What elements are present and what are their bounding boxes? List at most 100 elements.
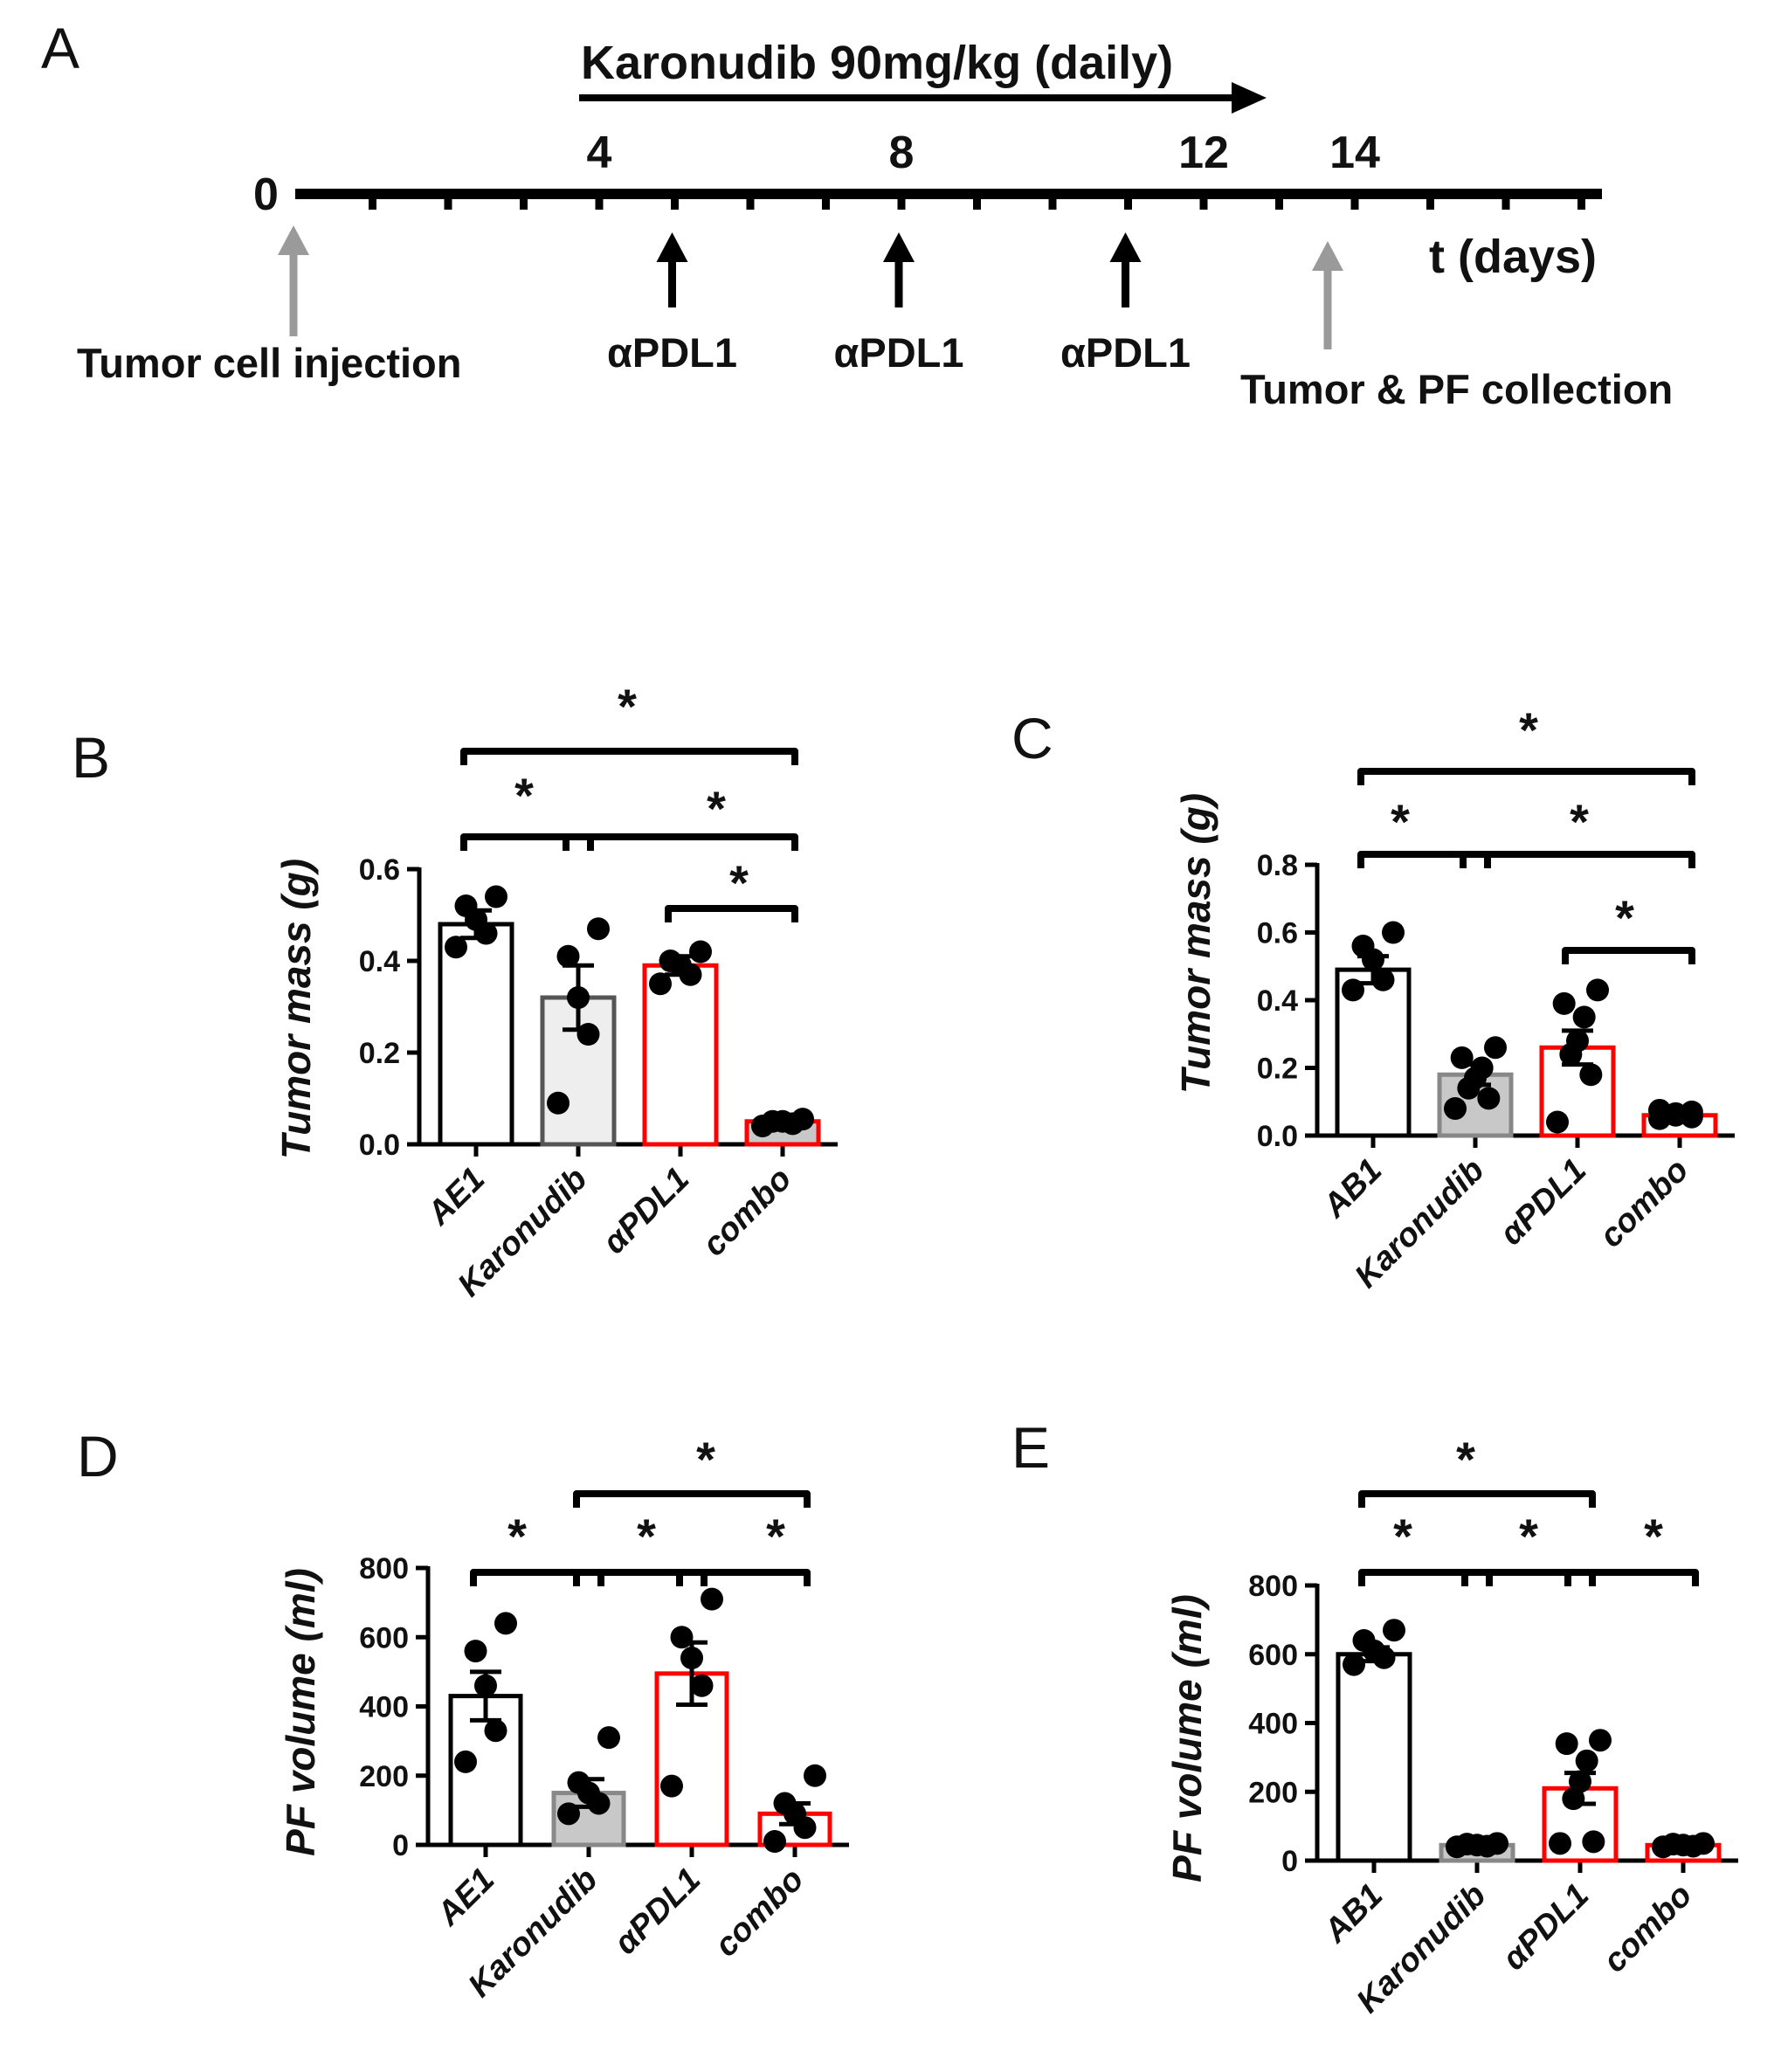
- data-point: [1342, 978, 1364, 1002]
- data-point: [1351, 935, 1375, 957]
- category-label: αPDL1: [1493, 1152, 1593, 1253]
- data-point: [1589, 1729, 1612, 1752]
- y-tick-label: 0.8: [1257, 849, 1298, 882]
- antibody-arrow-marker: αPDL1: [833, 232, 964, 376]
- data-point: [763, 1830, 786, 1854]
- data-point: [804, 1764, 826, 1787]
- panel-label-a: A: [41, 16, 79, 80]
- y-tick-label: 600: [359, 1621, 409, 1654]
- category-label: combo: [696, 1161, 799, 1264]
- timeline-axis-label: t (days): [1429, 231, 1597, 283]
- y-tick-label: 0.0: [1257, 1120, 1298, 1153]
- data-point: [1661, 1833, 1685, 1856]
- timeline-tick-label: 8: [889, 128, 915, 178]
- data-point: [1586, 978, 1609, 1002]
- data-point: [761, 1109, 784, 1133]
- significance-bracket: [460, 748, 798, 765]
- data-point: [660, 1774, 683, 1798]
- y-tick-label: 200: [359, 1760, 409, 1793]
- significance-star: *: [1615, 890, 1634, 945]
- significance-star: *: [1644, 1509, 1663, 1564]
- chart-panel-d: DPF volume (ml) 0200400600800AE1Karonudib…: [77, 1424, 849, 2005]
- y-tick-label: 0: [392, 1829, 409, 1862]
- bar: [642, 963, 719, 1147]
- data-point: [1562, 1787, 1585, 1811]
- significance-star: *: [1393, 1509, 1412, 1564]
- significance-star: *: [1570, 794, 1589, 849]
- timeline-tick-label: 12: [1178, 128, 1229, 178]
- category-label: αPDL1: [1495, 1877, 1596, 1978]
- data-point: [649, 972, 672, 996]
- significance-bracket: [1460, 851, 1695, 868]
- significance-star: *: [729, 855, 749, 910]
- data-point: [1648, 1098, 1671, 1122]
- data-point: [1382, 921, 1405, 944]
- data-point: [1582, 1830, 1605, 1854]
- significance-bracket: [563, 833, 798, 851]
- data-point: [1444, 1097, 1467, 1120]
- bar: [1336, 1652, 1412, 1863]
- collection-arrow-head: [1312, 241, 1343, 271]
- data-point: [485, 885, 507, 908]
- injection-label: Tumor cell injection: [77, 340, 461, 386]
- data-point: [1352, 1629, 1376, 1652]
- y-axis-label: Tumor mass (g): [1173, 793, 1218, 1094]
- significance-star: *: [1391, 794, 1410, 849]
- significance-star: *: [1519, 702, 1538, 757]
- significance-bracket: [1562, 947, 1695, 964]
- data-point: [587, 917, 610, 941]
- significance-star: *: [707, 781, 726, 836]
- y-tick-label: 0: [1281, 1845, 1298, 1878]
- y-axis-label: Tumor mass (g): [273, 859, 319, 1159]
- antibody-arrow-head: [656, 232, 688, 262]
- significance-star: *: [507, 1509, 527, 1564]
- category-label: αPDL1: [596, 1161, 696, 1261]
- category-label: AB1: [1315, 1152, 1389, 1226]
- data-point: [474, 1674, 497, 1697]
- data-point: [454, 1750, 477, 1773]
- antibody-arrow-marker: αPDL1: [607, 232, 737, 376]
- treatment-arrow-head: [1232, 82, 1267, 114]
- timeline-tick-labels: 4 8 12 14: [587, 128, 1380, 178]
- antibody-arrow-head: [883, 232, 915, 262]
- data-point: [576, 1023, 600, 1046]
- y-tick-label: 800: [359, 1552, 409, 1585]
- data-point: [791, 1108, 814, 1131]
- significance-star: *: [637, 1509, 656, 1564]
- antibody-arrow-marker: αPDL1: [1060, 232, 1191, 376]
- data-point: [1477, 1087, 1501, 1110]
- y-axis-label: PF volume (ml): [1164, 1594, 1210, 1882]
- antibody-label: αPDL1: [1060, 329, 1191, 376]
- injection-arrow-head: [278, 225, 309, 255]
- y-tick-label: 600: [1248, 1639, 1298, 1672]
- data-point: [1486, 1832, 1508, 1855]
- y-tick-label: 400: [1248, 1708, 1298, 1741]
- category-label: αPDL1: [607, 1861, 708, 1962]
- data-point: [689, 940, 712, 963]
- data-point: [1549, 1832, 1571, 1855]
- data-point: [670, 1626, 694, 1649]
- y-tick-label: 0.6: [1257, 917, 1298, 950]
- significance-bracket: [1564, 1569, 1699, 1586]
- significance-star: *: [514, 768, 534, 823]
- significance-bracket: [1357, 851, 1491, 868]
- timeline-tick-label: 4: [587, 128, 612, 178]
- data-point: [1455, 1833, 1479, 1856]
- collection-label: Tumor & PF collection: [1240, 366, 1673, 412]
- data-point: [690, 1674, 714, 1697]
- significance-star: *: [1519, 1509, 1538, 1564]
- data-point: [1552, 991, 1576, 1015]
- data-point: [597, 1726, 620, 1750]
- significance-star: *: [696, 1432, 715, 1487]
- panel-label: E: [1011, 1415, 1050, 1480]
- y-axis-label: PF volume (ml): [278, 1568, 323, 1856]
- category-label: AE1: [420, 1161, 493, 1233]
- timeline-tick-label: 14: [1329, 128, 1380, 178]
- panel-label: C: [1011, 706, 1053, 770]
- significance-bracket: [573, 1569, 708, 1586]
- chart-panel-e: EPF volume (ml) 0200400600800AB1Karonudib…: [1011, 1415, 1738, 2020]
- antibody-arrows: αPDL1 αPDL1 αPDL1: [607, 232, 1191, 376]
- data-point: [1343, 1653, 1365, 1676]
